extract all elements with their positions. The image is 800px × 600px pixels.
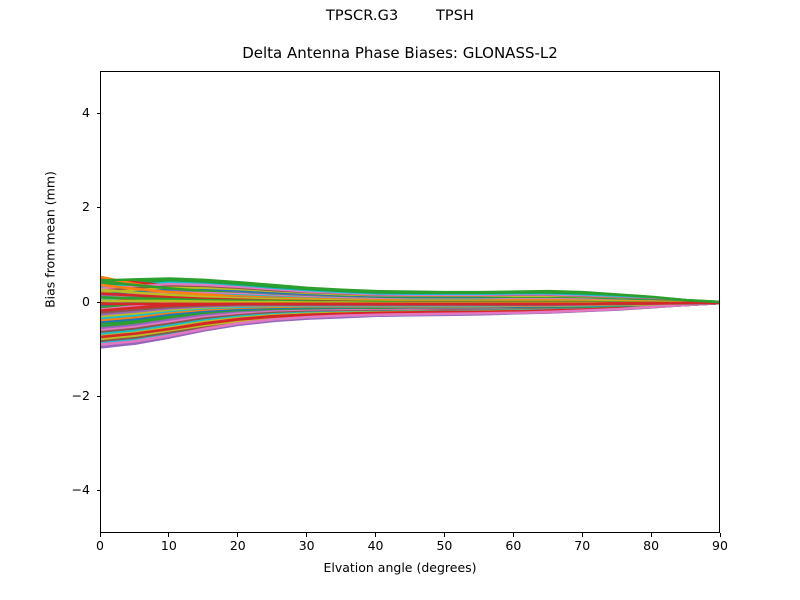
y-tick-mark (96, 490, 100, 492)
x-tick-mark (719, 533, 721, 537)
x-tick-label: 80 (643, 538, 660, 553)
x-tick-label: 20 (229, 538, 246, 553)
series-lines-group (101, 275, 719, 349)
y-tick-label: −4 (71, 482, 90, 498)
plot-area (100, 71, 720, 533)
x-axis-label: Elvation angle (degrees) (323, 560, 477, 575)
x-tick-label: 10 (160, 538, 177, 553)
series-line (101, 277, 719, 304)
x-tick-label: 50 (436, 538, 453, 553)
series-line (101, 301, 719, 346)
y-tick-label: 0 (82, 293, 90, 309)
x-tick-label: 70 (574, 538, 591, 553)
x-tick-mark (443, 533, 446, 537)
y-tick-mark (96, 395, 100, 397)
x-tick-label: 30 (298, 538, 315, 553)
y-tick-label: 4 (82, 104, 90, 120)
x-tick-mark (581, 533, 583, 537)
x-tick-mark (375, 533, 377, 537)
x-tick-mark (168, 533, 170, 537)
x-tick-mark (650, 533, 652, 537)
y-tick-mark (96, 207, 100, 209)
x-tick-label: 60 (505, 538, 522, 553)
y-axis-label: Bias from mean (mm) (42, 171, 58, 308)
y-tick-label: −2 (71, 387, 90, 403)
x-tick-mark (99, 533, 101, 537)
x-tick-mark (512, 533, 514, 537)
chart-title: Delta Antenna Phase Biases: GLONASS-L2 (242, 44, 558, 62)
series-line (101, 280, 719, 304)
series-line (101, 301, 719, 312)
x-tick-mark (306, 533, 308, 537)
y-tick-mark (96, 112, 100, 115)
y-tick-mark (96, 301, 100, 303)
x-tick-label: 90 (712, 538, 728, 553)
x-tick-label: 40 (367, 538, 384, 553)
y-tick-label: 2 (82, 199, 90, 215)
x-tick-label: 0 (96, 538, 104, 553)
x-tick-mark (237, 533, 239, 537)
figure-suptitle: TPSCR.G3 TPSH (325, 8, 475, 24)
